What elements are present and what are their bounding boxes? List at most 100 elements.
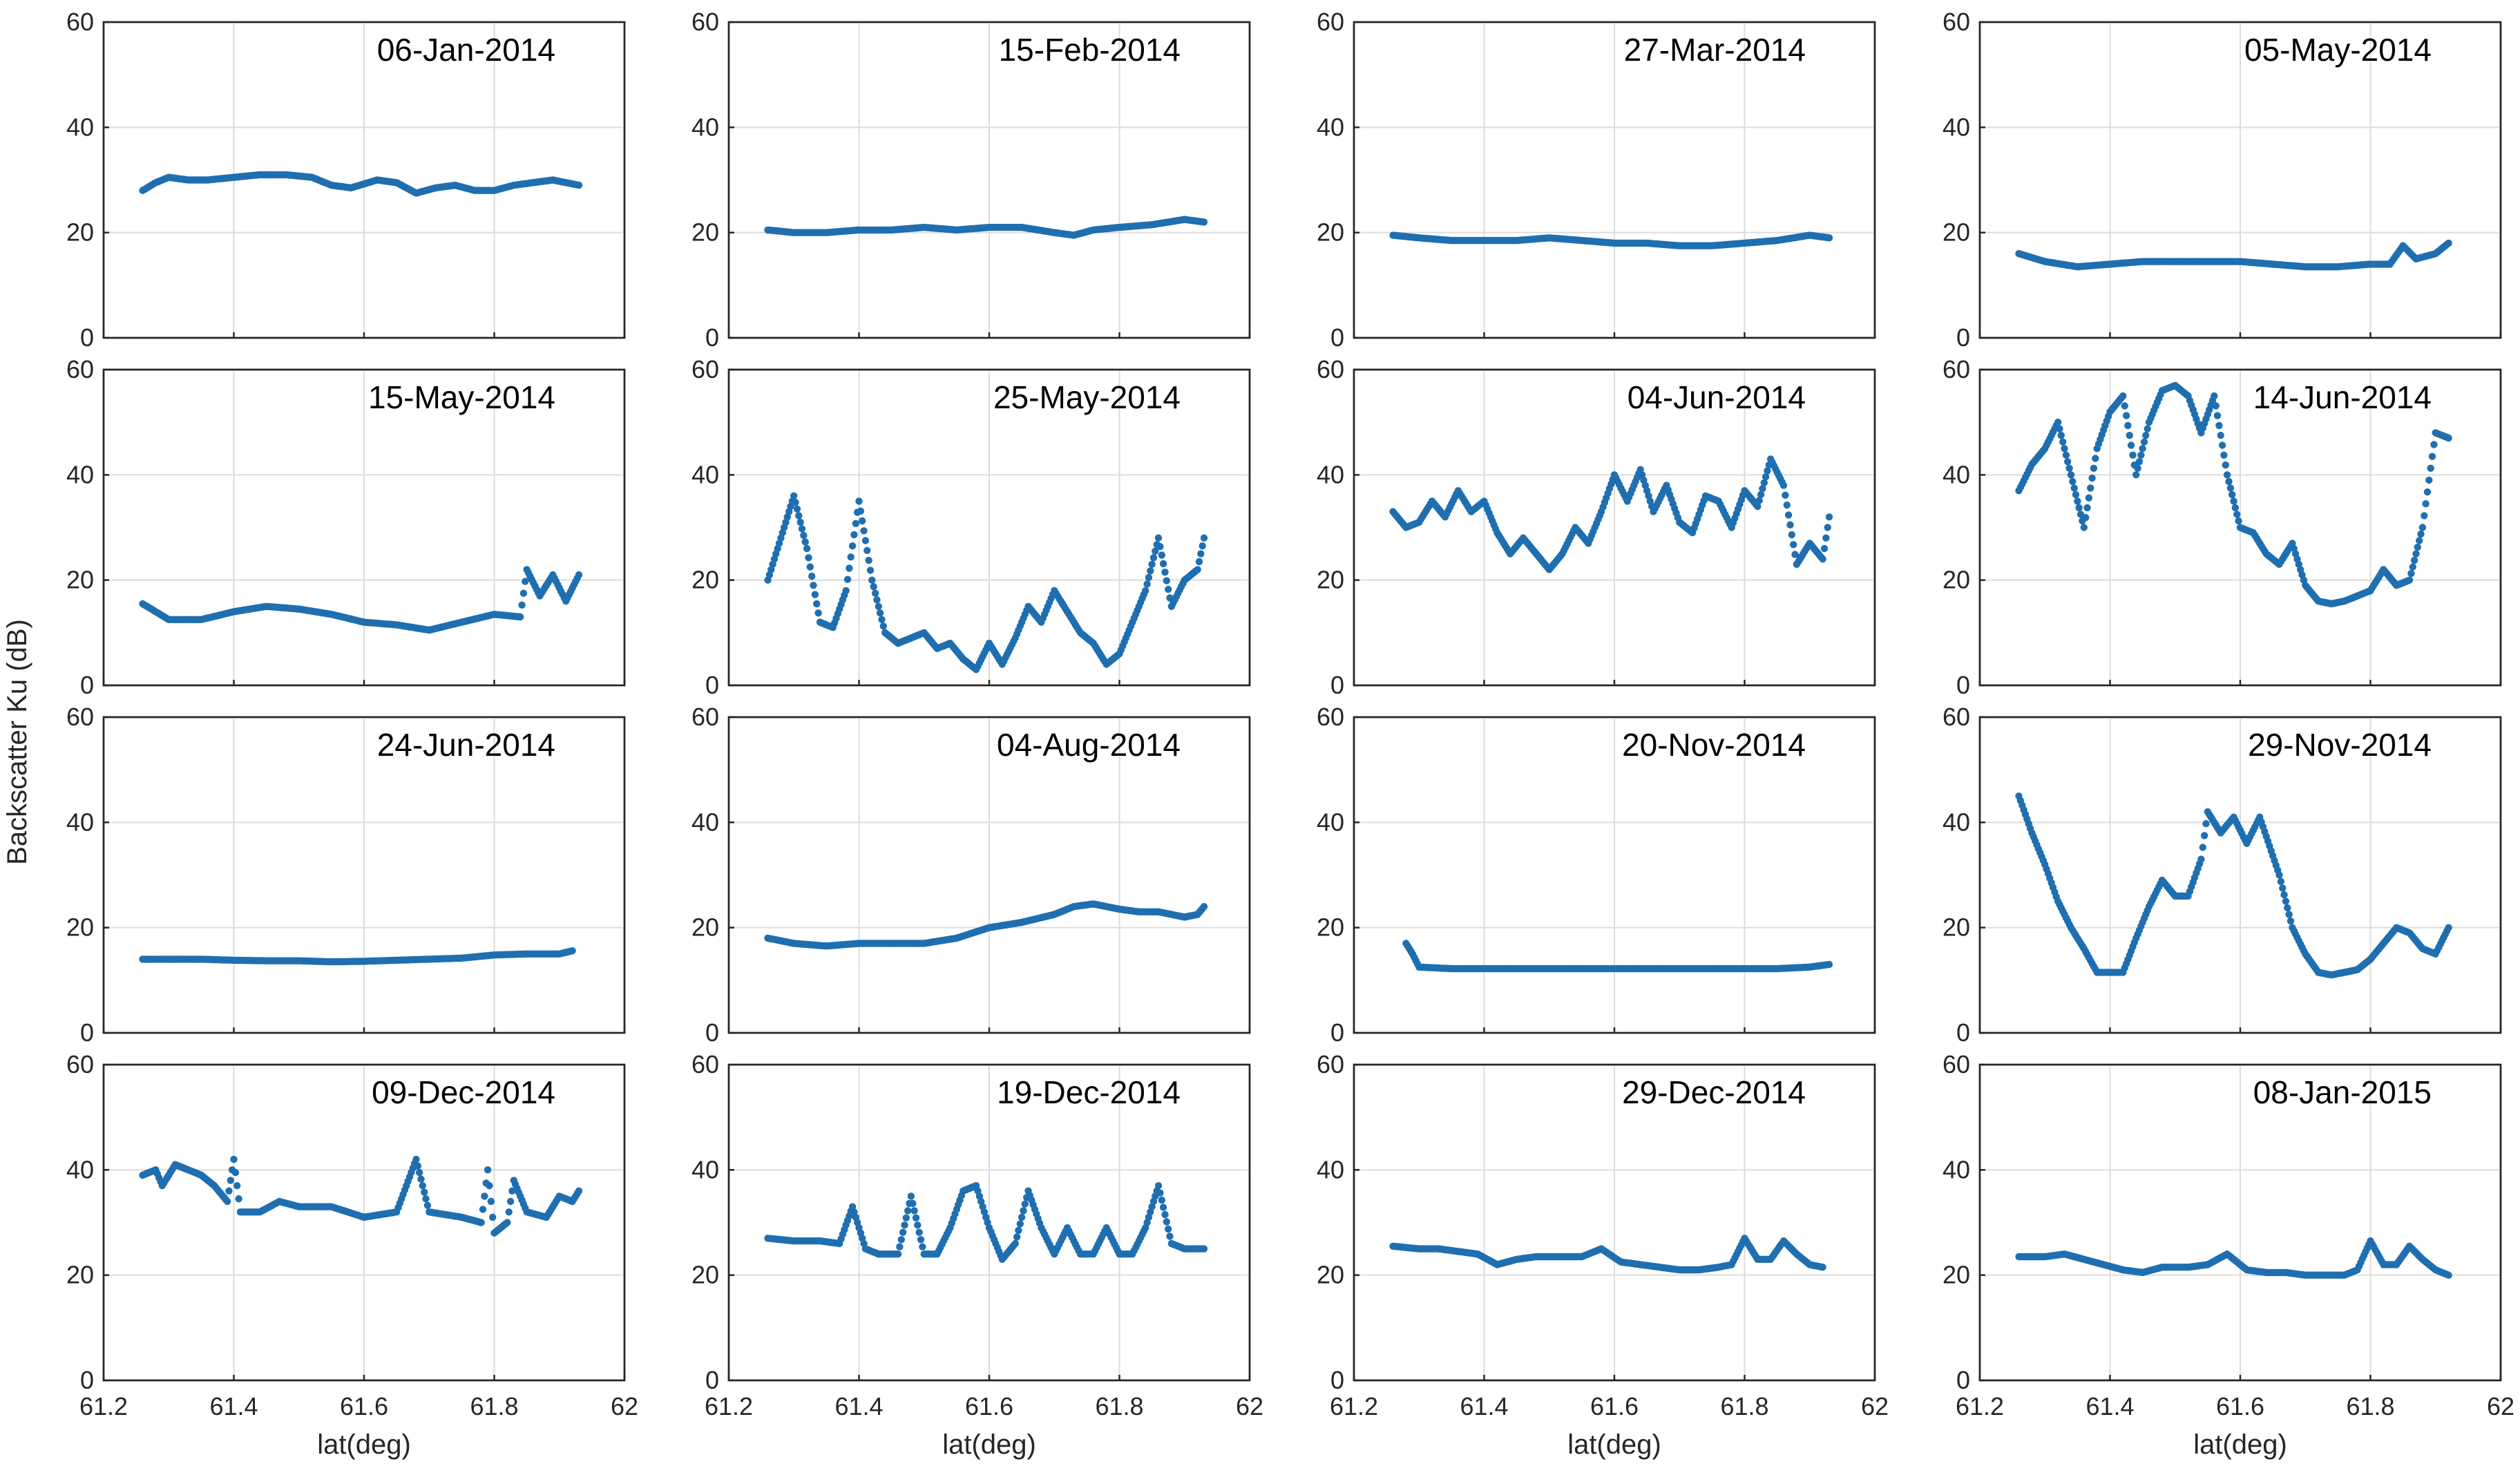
data-point	[2407, 569, 2415, 578]
data-point	[2422, 500, 2430, 508]
data-point	[805, 554, 812, 562]
data-point	[2284, 904, 2291, 912]
panel-date-label: 25-May-2014	[993, 379, 1181, 415]
panel-06-Jan-2014: 0 20 40 60 06-Jan-2014	[66, 8, 626, 352]
data-point	[1819, 555, 1826, 563]
data-points	[139, 566, 583, 634]
data-point	[2220, 451, 2228, 459]
data-point	[842, 587, 850, 595]
panel-15-Feb-2014: 0 20 40 60 15-Feb-2014	[691, 8, 1251, 352]
y-tick-label: 40	[691, 460, 719, 488]
y-tick-label: 40	[66, 113, 94, 141]
data-point	[504, 1219, 511, 1226]
data-point	[517, 613, 524, 621]
data-point	[1819, 1264, 1826, 1271]
x-axis-label: lat(deg)	[1567, 1429, 1661, 1460]
data-point	[866, 567, 875, 574]
data-point	[417, 1175, 425, 1183]
data-point	[2137, 451, 2145, 459]
y-tick-label: 60	[691, 703, 719, 731]
y-tick-label: 60	[66, 8, 94, 36]
data-point	[235, 1195, 242, 1203]
data-point	[878, 616, 886, 623]
data-point	[2059, 438, 2067, 446]
data-point	[814, 609, 822, 617]
data-point	[1200, 218, 1208, 226]
data-point	[2054, 419, 2062, 426]
data-point	[846, 564, 853, 572]
data-point	[1158, 1196, 1166, 1204]
data-point	[2134, 464, 2141, 472]
panel-20-Nov-2014: 0 20 40 60 20-Nov-2014	[1317, 703, 1876, 1047]
data-point	[915, 1228, 923, 1237]
data-point	[414, 1162, 421, 1170]
data-point	[487, 1197, 495, 1206]
panel-29-Dec-2014: 0 20 40 60 29-Dec-2014 61.2 61.4 61.6 61.8 62 lat(…	[1317, 1050, 1889, 1460]
data-point	[1021, 1200, 1029, 1208]
data-point	[904, 1207, 912, 1215]
y-tick-label: 0	[705, 671, 719, 699]
y-tick-label: 40	[691, 113, 719, 141]
data-point	[2082, 514, 2090, 522]
data-point	[1166, 1233, 1174, 1240]
y-tick-label: 0	[705, 323, 719, 352]
x-tick-label: 61.4	[2085, 1392, 2134, 1420]
data-point	[2075, 504, 2083, 512]
data-point	[1825, 234, 1833, 242]
x-tick-label: 61.8	[1720, 1392, 1768, 1420]
data-point	[806, 563, 814, 571]
y-tick-label: 60	[66, 1050, 94, 1078]
data-point	[2126, 432, 2133, 439]
panel-08-Jan-2015: 0 20 40 60 08-Jan-2015 61.2 61.4 61.6 61.8 62 lat(…	[1942, 1050, 2514, 1460]
panel-04-Aug-2014: 0 20 40 60 04-Aug-2014	[691, 703, 1251, 1047]
y-tick-label: 20	[1317, 913, 1344, 942]
data-point	[2072, 491, 2080, 499]
data-point	[1163, 577, 1171, 584]
data-point	[2144, 425, 2151, 432]
data-point	[2416, 537, 2423, 544]
y-tick-label: 20	[1317, 218, 1344, 247]
data-point	[2223, 471, 2231, 479]
plot-border	[727, 21, 1251, 339]
x-tick-label: 61.8	[2346, 1392, 2394, 1420]
data-point	[2202, 820, 2210, 828]
data-point	[793, 505, 801, 513]
y-tick-label: 60	[691, 8, 719, 36]
y-tick-label: 60	[1942, 1050, 1970, 1078]
data-point	[575, 571, 583, 579]
data-point	[2057, 432, 2065, 439]
plot-border	[1353, 368, 1876, 687]
data-point	[847, 553, 855, 561]
data-point	[2122, 412, 2130, 419]
data-point	[569, 947, 576, 955]
data-point	[225, 1187, 233, 1195]
data-point	[810, 582, 817, 589]
data-point	[2090, 464, 2098, 472]
panel-date-label: 24-Jun-2014	[377, 727, 555, 763]
x-tick-label: 62	[2487, 1392, 2514, 1420]
y-tick-label: 20	[66, 1261, 94, 1289]
data-point	[2061, 445, 2068, 453]
data-point	[575, 181, 583, 189]
panel-24-Jun-2014: 0 20 40 60 24-Jun-2014	[66, 703, 626, 1047]
data-point	[2445, 924, 2452, 931]
data-point	[800, 531, 808, 540]
data-point	[233, 1182, 241, 1190]
panel-date-label: 06-Jan-2014	[377, 32, 555, 68]
panel-19-Dec-2014: 0 20 40 60 19-Dec-2014 61.2 61.4 61.6 61.8 62 lat(…	[691, 1050, 1263, 1460]
data-point	[522, 578, 529, 585]
data-point	[422, 1195, 430, 1203]
data-point	[223, 1197, 231, 1206]
y-tick-label: 60	[1317, 1050, 1344, 1078]
data-point	[2412, 550, 2420, 558]
y-tick-label: 0	[705, 1018, 719, 1047]
data-point	[914, 1221, 922, 1229]
panel-14-Jun-2014: 0 20 40 60 14-Jun-2014	[1942, 355, 2502, 699]
data-point	[1825, 960, 1833, 969]
y-tick-label: 0	[1956, 671, 1970, 699]
x-axis-label: lat(deg)	[942, 1429, 1036, 1460]
data-point	[873, 596, 881, 604]
data-point	[857, 507, 865, 515]
data-point	[1790, 541, 1797, 549]
data-point	[2142, 432, 2150, 439]
